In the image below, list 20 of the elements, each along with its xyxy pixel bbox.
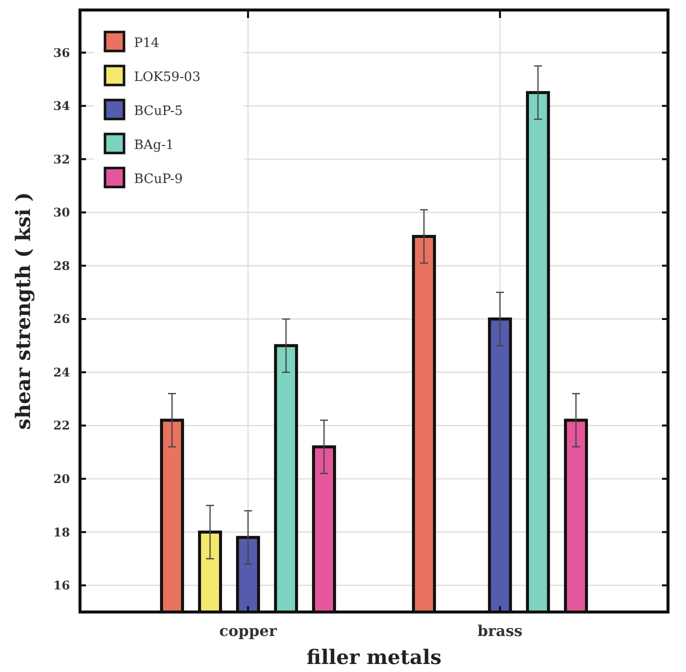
legend-label: BCuP-5	[134, 104, 183, 119]
legend-label: BCuP-9	[134, 172, 183, 187]
y-tick-label: 34	[53, 99, 70, 114]
legend-label: LOK59-03	[134, 70, 200, 85]
y-tick-label: 16	[53, 578, 70, 593]
y-tick-label: 30	[53, 206, 70, 220]
y-tick-label: 22	[53, 418, 70, 433]
x-tick-label: copper	[219, 622, 278, 640]
legend-label: BAg-1	[134, 138, 174, 153]
y-tick-label: 20	[53, 472, 70, 486]
y-tick-label: 24	[53, 365, 70, 380]
y-tick-label: 32	[53, 152, 70, 166]
y-tick-label: 18	[53, 525, 70, 540]
y-tick-label: 28	[53, 258, 70, 273]
y-axis-title: shear strength ( ksi )	[11, 192, 35, 430]
y-tick-label: 36	[53, 46, 70, 60]
legend-label: P14	[134, 36, 160, 51]
x-axis-title: filler metals	[306, 645, 442, 669]
x-tick-label: brass	[477, 622, 522, 640]
y-tick-label: 26	[53, 312, 70, 326]
